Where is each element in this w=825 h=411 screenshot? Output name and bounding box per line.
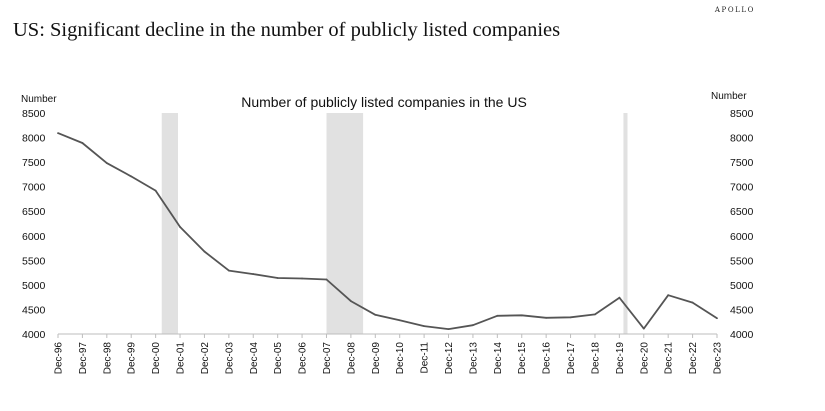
recession-band-0 — [161, 113, 179, 334]
data-point — [130, 175, 133, 178]
data-point — [154, 189, 157, 192]
y-tick-label-left: 6500 — [22, 206, 46, 218]
x-tick-label: Dec-10 — [395, 342, 406, 375]
y-tick-label-left: 8000 — [22, 133, 46, 145]
series-line-0 — [57, 132, 718, 331]
y-tick-label-right: 7000 — [730, 182, 754, 194]
x-tick-label: Dec-13 — [468, 342, 479, 375]
x-tick-label: Dec-06 — [298, 342, 309, 375]
data-point — [423, 325, 426, 328]
x-tick-label: Dec-16 — [542, 342, 553, 375]
data-point — [398, 319, 401, 322]
y-tick-label-left: 6000 — [22, 231, 46, 243]
x-tick-label: Dec-04 — [249, 342, 260, 375]
x-tick-label: Dec-20 — [639, 342, 650, 375]
x-tick-label: Dec-96 — [54, 342, 65, 375]
y-tick-label-right: 6000 — [730, 231, 754, 243]
data-point — [57, 132, 59, 135]
x-tick-label: Dec-00 — [151, 342, 162, 375]
data-point — [325, 278, 328, 281]
data-point — [301, 277, 303, 280]
y-tick-label-left: 5000 — [22, 280, 46, 292]
data-point — [716, 317, 718, 320]
y-tick-label-right: 6500 — [730, 206, 754, 218]
x-tick-label: Dec-23 — [713, 342, 724, 375]
y-tick-label-right: 4000 — [730, 329, 754, 341]
x-tick-label: Dec-19 — [615, 342, 626, 375]
y-tick-label-left: 4000 — [22, 329, 46, 341]
x-tick-label: Dec-02 — [200, 342, 211, 375]
data-point — [569, 316, 572, 319]
data-point — [374, 313, 377, 316]
x-tick-label: Dec-12 — [444, 342, 455, 375]
data-point — [203, 250, 206, 253]
data-point — [545, 316, 548, 319]
data-point — [447, 328, 450, 330]
y-tick-label-left: 5500 — [22, 255, 46, 267]
data-point — [252, 273, 255, 275]
y-tick-label-right: 5500 — [730, 255, 754, 267]
data-point — [618, 296, 621, 299]
y-tick-label-left: 8500 — [22, 108, 46, 120]
data-point — [227, 269, 230, 272]
data-point — [472, 324, 474, 327]
data-point — [349, 300, 352, 302]
y-tick-label-left: 7000 — [22, 182, 46, 194]
data-point — [642, 327, 645, 330]
x-tick-label: Dec-05 — [273, 342, 284, 375]
y-tick-label-right: 5000 — [730, 280, 754, 292]
x-tick-label: Dec-21 — [664, 342, 675, 375]
x-tick-label: Dec-17 — [566, 342, 577, 375]
x-tick-label: Dec-07 — [322, 342, 333, 375]
y-tick-label-right: 7500 — [730, 157, 754, 169]
recession-shading — [161, 113, 628, 334]
series-group — [57, 132, 718, 331]
x-tick-label: Dec-11 — [420, 342, 431, 374]
y-tick-label-right: 8500 — [730, 108, 754, 120]
y-axis-left-ticks: 4000 4500 5000 5500 6000 6500 7000 7500 8000 8500 — [22, 108, 46, 341]
data-point — [691, 301, 694, 304]
data-point — [276, 277, 279, 279]
data-point — [496, 314, 499, 317]
x-tick-label: Dec-22 — [688, 342, 699, 375]
y-tick-label-right: 4500 — [730, 304, 754, 316]
recession-band-2 — [623, 113, 628, 334]
data-point — [105, 162, 108, 164]
chart-title: Number of publicly listed companies in t… — [241, 94, 527, 110]
x-tick-label: Dec-09 — [371, 342, 382, 375]
x-tick-label: Dec-98 — [102, 342, 113, 375]
y-axis-right-ticks: 4000 4500 5000 5500 6000 6500 7000 7500 8000 8500 — [730, 108, 754, 341]
page-title: US: Significant decline in the number of… — [13, 19, 561, 41]
x-tick-label: Dec-18 — [590, 342, 601, 375]
x-tick-label: Dec-99 — [127, 342, 138, 375]
x-axis-ticks: Dec-96 Dec-97 Dec-98 Dec-99 Dec-00 Dec-01 Dec-… — [54, 334, 724, 374]
x-tick-label: Dec-03 — [224, 342, 235, 375]
data-point — [594, 313, 596, 316]
y-axis-left-unit: Number — [21, 94, 57, 105]
data-point — [667, 294, 670, 297]
x-tick-label: Dec-97 — [78, 342, 89, 375]
x-tick-label: Dec-15 — [517, 342, 528, 375]
y-tick-label-left: 4500 — [22, 304, 46, 316]
recession-band-1 — [326, 113, 364, 334]
data-point — [520, 314, 523, 317]
y-tick-label-right: 8000 — [730, 133, 754, 145]
x-tick-label: Dec-14 — [493, 342, 504, 375]
y-tick-label-left: 7500 — [22, 157, 46, 169]
data-point — [81, 142, 84, 144]
y-axis-right-unit: Number — [711, 91, 747, 102]
x-tick-label: Dec-01 — [176, 342, 187, 375]
data-point — [179, 226, 181, 228]
x-tick-label: Dec-08 — [346, 342, 357, 375]
brand-logo: APOLLO — [714, 6, 755, 14]
